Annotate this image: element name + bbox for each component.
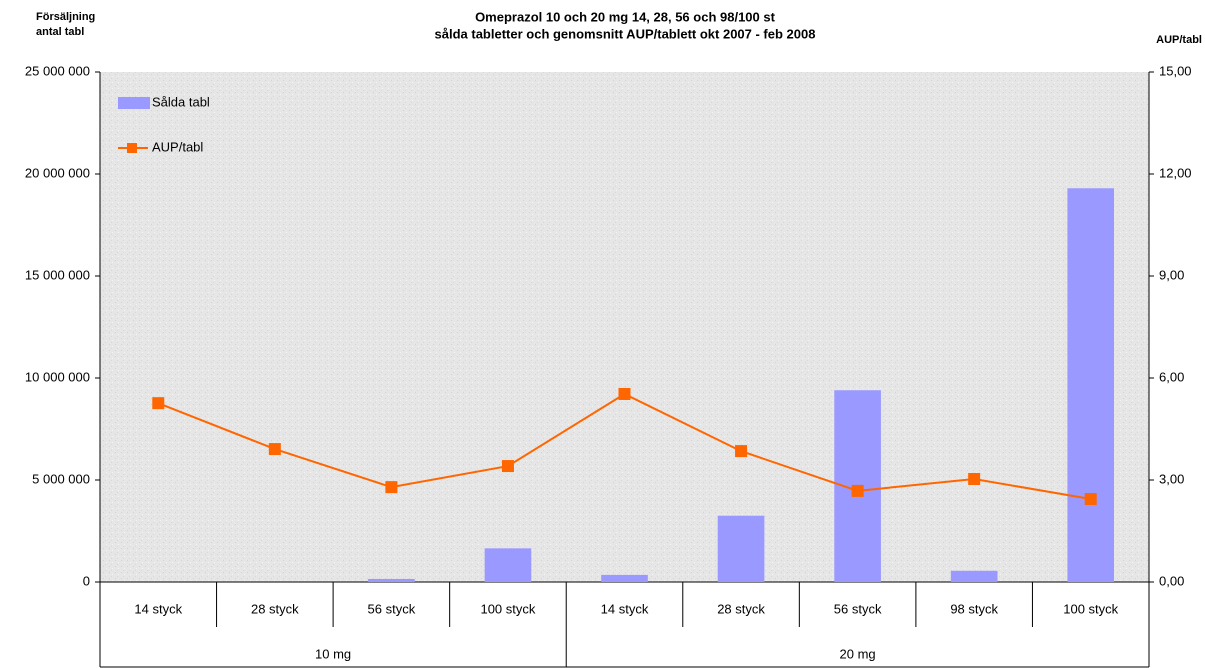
x-tick-label: 100 styck [480, 601, 535, 616]
line-marker [385, 481, 398, 494]
y-tick-label: 0 [83, 573, 90, 588]
y2-tick-label: 12,00 [1159, 165, 1192, 180]
line-marker [1084, 493, 1097, 506]
bar [717, 515, 765, 582]
y2-tick-label: 6,00 [1159, 369, 1184, 384]
y2-axis-title: AUP/tabl [1156, 34, 1202, 46]
x-tick-label: 98 styck [950, 601, 998, 616]
y2-tick-label: 0,00 [1159, 573, 1184, 588]
y-tick-label: 20 000 000 [25, 165, 90, 180]
x-tick-label: 14 styck [134, 601, 182, 616]
x-tick-label: 28 styck [717, 601, 765, 616]
x-tick-label: 14 styck [601, 601, 649, 616]
bar [484, 548, 532, 582]
x-tick-label: 100 styck [1063, 601, 1118, 616]
y-axis-title: antal tabl [36, 26, 84, 38]
x-tick-label: 56 styck [368, 601, 416, 616]
line-marker [501, 460, 514, 473]
legend-swatch [127, 143, 137, 153]
bar [601, 574, 648, 582]
bar [1067, 188, 1115, 582]
legend-label: Sålda tabl [152, 94, 210, 109]
y-axis-title: Försäljning [36, 11, 95, 23]
legend-swatch [118, 97, 150, 109]
y-tick-label: 5 000 000 [32, 471, 90, 486]
line-marker [268, 443, 281, 456]
line-marker [618, 387, 631, 400]
y-tick-label: 15 000 000 [25, 267, 90, 282]
legend-label: AUP/tabl [152, 139, 203, 154]
x-tick-label: 28 styck [251, 601, 299, 616]
chart-title: sålda tabletter och genomsnitt AUP/table… [435, 26, 816, 41]
y2-tick-label: 3,00 [1159, 471, 1184, 486]
bar [368, 578, 415, 582]
bar [950, 570, 998, 582]
group-label: 10 mg [315, 646, 351, 661]
line-marker [735, 445, 748, 458]
x-tick-label: 56 styck [834, 601, 882, 616]
line-marker [152, 397, 165, 410]
chart-title: Omeprazol 10 och 20 mg 14, 28, 56 och 98… [475, 9, 776, 24]
y2-tick-label: 15,00 [1159, 63, 1192, 78]
line-marker [968, 472, 981, 485]
line-marker [851, 484, 864, 497]
y-tick-label: 25 000 000 [25, 63, 90, 78]
y-tick-label: 10 000 000 [25, 369, 90, 384]
y2-tick-label: 9,00 [1159, 267, 1184, 282]
plot-area [100, 72, 1149, 582]
group-label: 20 mg [840, 646, 876, 661]
